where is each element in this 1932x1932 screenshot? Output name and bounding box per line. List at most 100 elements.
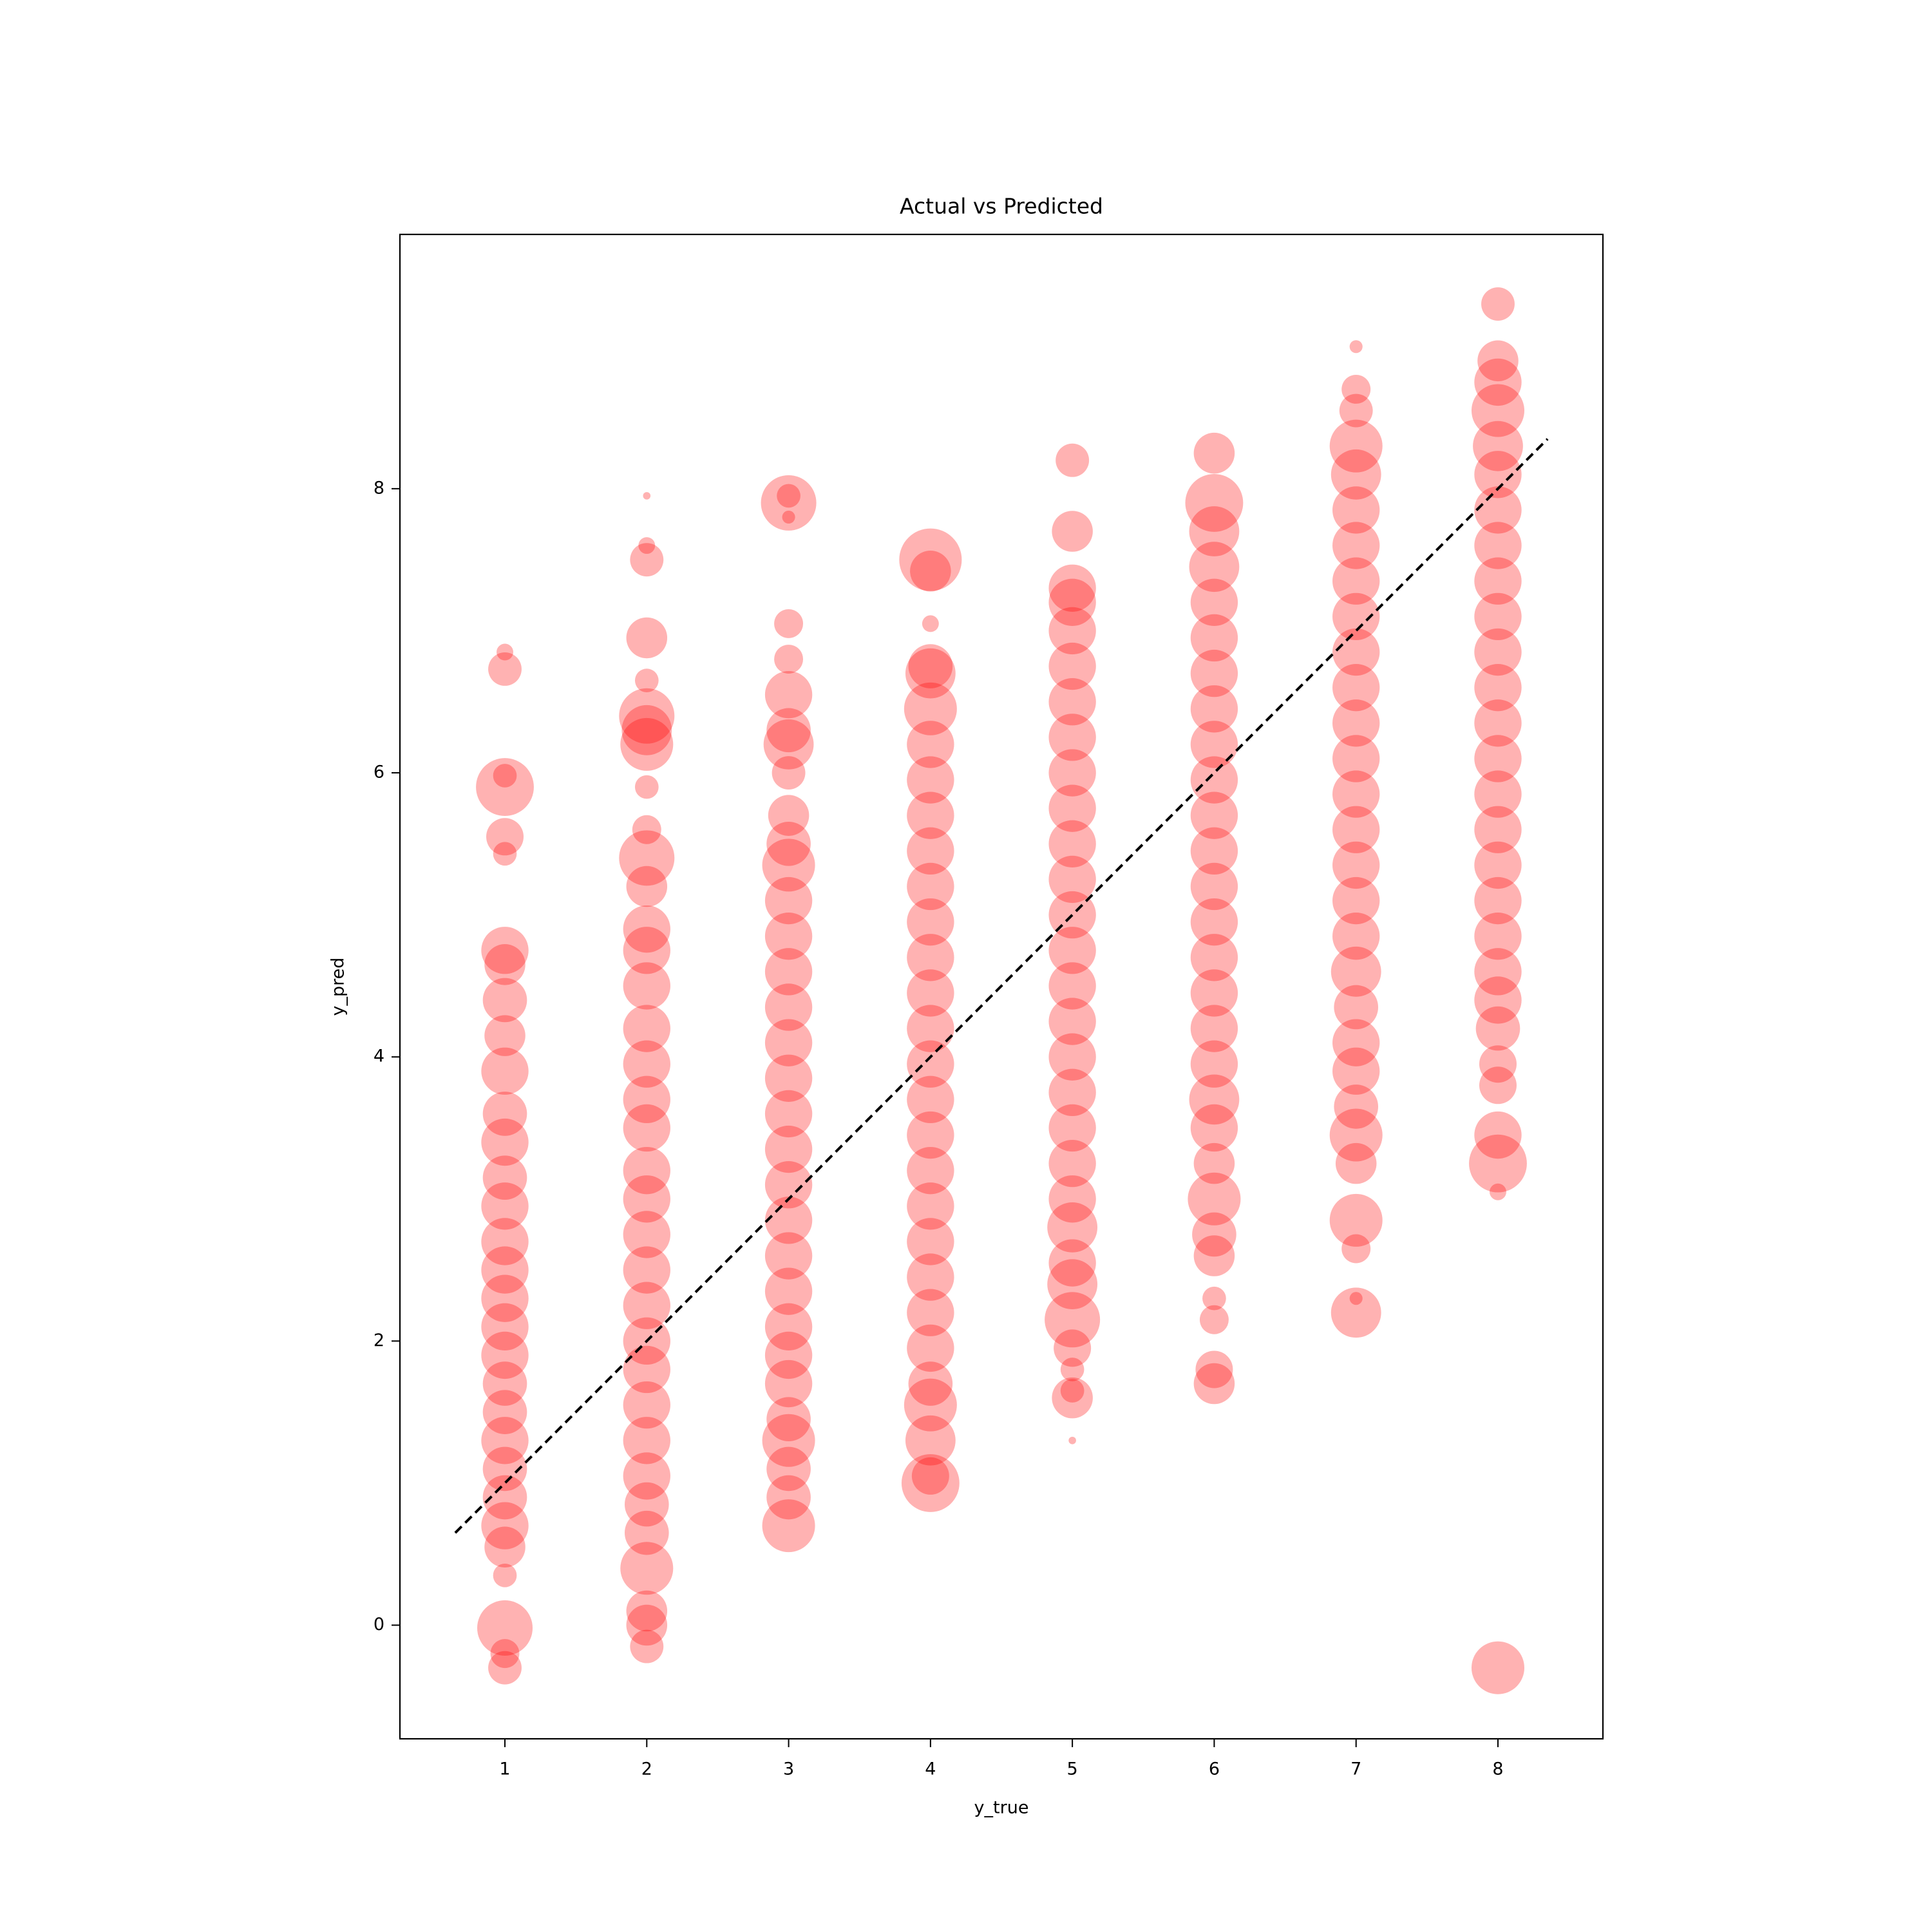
point bbox=[623, 1246, 670, 1294]
point bbox=[907, 1146, 954, 1195]
point bbox=[907, 898, 954, 946]
point bbox=[764, 1303, 813, 1350]
point bbox=[1341, 1234, 1371, 1264]
point bbox=[1048, 1033, 1096, 1081]
point bbox=[626, 1590, 668, 1632]
point bbox=[907, 721, 954, 768]
point bbox=[774, 609, 804, 638]
point bbox=[904, 1378, 957, 1432]
point bbox=[764, 1197, 813, 1244]
point bbox=[768, 795, 810, 836]
x-tick-label: 2 bbox=[641, 1759, 652, 1779]
point bbox=[1471, 384, 1525, 437]
point bbox=[1190, 614, 1238, 662]
point bbox=[1474, 770, 1522, 818]
point bbox=[1469, 1134, 1527, 1193]
point bbox=[764, 1359, 813, 1408]
point bbox=[899, 528, 962, 591]
point bbox=[623, 962, 670, 1010]
point bbox=[1474, 663, 1522, 712]
point bbox=[764, 1331, 813, 1379]
point bbox=[484, 944, 526, 985]
point bbox=[922, 615, 939, 632]
point bbox=[764, 1267, 813, 1315]
point bbox=[497, 643, 513, 661]
point bbox=[907, 756, 954, 804]
point bbox=[1190, 756, 1238, 804]
point bbox=[1474, 522, 1522, 569]
point bbox=[777, 484, 800, 508]
point bbox=[1048, 927, 1096, 974]
x-tick-label: 3 bbox=[783, 1759, 794, 1779]
point bbox=[1052, 511, 1093, 552]
point bbox=[1048, 820, 1096, 867]
point bbox=[766, 821, 811, 866]
point bbox=[910, 551, 951, 592]
point bbox=[1479, 1045, 1517, 1083]
point bbox=[907, 1075, 954, 1124]
point bbox=[626, 1604, 668, 1646]
point bbox=[762, 838, 815, 892]
point bbox=[1048, 855, 1096, 904]
point bbox=[1474, 876, 1522, 925]
point bbox=[1048, 714, 1096, 761]
point bbox=[1474, 358, 1522, 406]
point bbox=[764, 1019, 813, 1066]
point bbox=[477, 1600, 533, 1656]
point bbox=[619, 830, 675, 886]
point bbox=[908, 644, 953, 688]
y-tick-label: 6 bbox=[374, 762, 384, 782]
point bbox=[623, 1040, 670, 1088]
point bbox=[1473, 421, 1523, 471]
point bbox=[634, 668, 659, 692]
point bbox=[623, 1005, 670, 1052]
point bbox=[493, 1563, 517, 1587]
point bbox=[623, 1282, 670, 1329]
point bbox=[764, 948, 813, 996]
point bbox=[481, 1331, 529, 1379]
point bbox=[623, 1452, 670, 1500]
point bbox=[1474, 948, 1522, 996]
point bbox=[481, 1502, 529, 1549]
point bbox=[1185, 473, 1244, 532]
point bbox=[1195, 1350, 1233, 1388]
point bbox=[1332, 735, 1380, 782]
point bbox=[1479, 1066, 1517, 1104]
point bbox=[1332, 699, 1380, 747]
point bbox=[1332, 663, 1380, 712]
point bbox=[630, 1629, 664, 1663]
point bbox=[762, 1499, 815, 1553]
point bbox=[907, 969, 954, 1017]
point bbox=[484, 1526, 526, 1567]
point bbox=[1193, 1363, 1235, 1405]
point bbox=[623, 905, 670, 953]
point bbox=[1190, 862, 1238, 911]
point bbox=[1048, 1175, 1096, 1223]
point bbox=[1047, 1202, 1098, 1253]
point bbox=[1189, 542, 1240, 592]
point bbox=[766, 708, 811, 753]
point bbox=[1474, 699, 1522, 747]
point bbox=[1052, 1377, 1093, 1419]
point bbox=[1190, 1005, 1238, 1052]
point bbox=[1188, 1172, 1241, 1226]
y-tick-label: 0 bbox=[374, 1615, 384, 1634]
point bbox=[764, 1090, 813, 1138]
chart-title: Actual vs Predicted bbox=[900, 194, 1103, 219]
point bbox=[1329, 1193, 1383, 1247]
x-tick-label: 1 bbox=[499, 1759, 510, 1779]
point bbox=[493, 764, 517, 788]
point bbox=[1048, 1239, 1096, 1287]
point bbox=[482, 1390, 527, 1434]
point bbox=[623, 1146, 670, 1195]
point bbox=[764, 671, 813, 719]
point bbox=[1190, 649, 1238, 697]
point bbox=[911, 1457, 949, 1495]
point bbox=[1048, 962, 1096, 1010]
point bbox=[907, 791, 954, 839]
point bbox=[1192, 1212, 1236, 1257]
point bbox=[782, 510, 795, 524]
point bbox=[626, 866, 668, 907]
